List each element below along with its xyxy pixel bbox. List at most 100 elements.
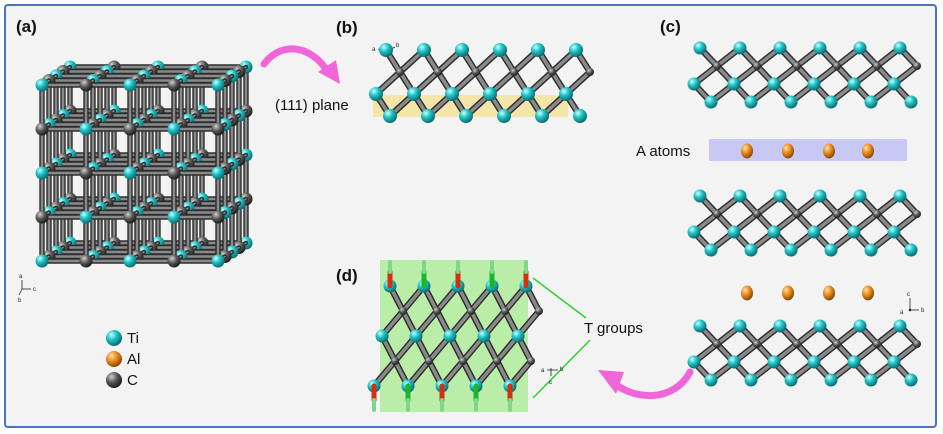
c-atom	[793, 340, 801, 348]
ti-atom	[421, 109, 435, 123]
ti-atom	[853, 319, 867, 333]
c-atom	[167, 78, 181, 92]
ti-atom	[767, 225, 781, 239]
arrow-a-to-b	[260, 45, 332, 76]
c-atom	[35, 210, 49, 224]
ti-atom	[407, 87, 421, 101]
ti-atom	[853, 41, 867, 55]
axis-c-a-label: a	[900, 310, 904, 316]
a-atom	[862, 285, 874, 301]
c-atom	[79, 254, 93, 268]
ti-atom	[704, 95, 718, 109]
panel-c-middle-slab	[687, 189, 921, 257]
c-atom	[510, 68, 518, 76]
a-atoms-label: A atoms	[636, 143, 690, 160]
axis-c-b-label: b	[921, 308, 925, 314]
a-atom	[741, 143, 753, 159]
ti-atom	[744, 373, 758, 387]
legend-c-swatch	[106, 372, 122, 388]
c-atom	[793, 62, 801, 70]
ti-atom	[535, 109, 549, 123]
ti-atom	[704, 243, 718, 257]
a-atom	[741, 285, 753, 301]
ti-atom	[687, 225, 701, 239]
ti-atom	[493, 43, 507, 57]
ti-atom	[497, 109, 511, 123]
c-atom	[167, 254, 181, 268]
ti-atom	[521, 87, 535, 101]
a-atom	[823, 285, 835, 301]
c-atom	[79, 166, 93, 180]
plane-111-label: (111) plane	[275, 97, 349, 114]
ti-atom	[784, 243, 798, 257]
ti-atom	[847, 225, 861, 239]
ti-atom	[455, 43, 469, 57]
axis-c-c-label: c	[907, 292, 910, 298]
ti-atom	[123, 78, 137, 92]
ti-atom	[807, 225, 821, 239]
c-atom	[913, 210, 921, 218]
arrow-a-to-b-head	[318, 60, 340, 84]
panel-d-axes: a b c	[541, 367, 564, 386]
ti-atom	[123, 166, 137, 180]
ti-atom	[704, 373, 718, 387]
c-atom	[459, 357, 467, 365]
axis-b-a-label: a	[372, 47, 376, 53]
ti-atom	[569, 43, 583, 57]
a-atom	[782, 143, 794, 159]
ti-atom	[375, 329, 389, 343]
c-atom	[913, 340, 921, 348]
ti-atom	[887, 355, 901, 369]
panel-d-label: (d)	[336, 266, 358, 285]
ti-atom	[369, 87, 383, 101]
c-atom	[535, 307, 543, 315]
ti-atom	[847, 77, 861, 91]
ti-atom	[573, 109, 587, 123]
ti-atom	[417, 43, 431, 57]
ti-atom	[443, 329, 457, 343]
figure-frame: (a) a b c Ti Al C (b) a b (111) plane (c…	[4, 4, 937, 428]
ti-atom	[511, 329, 525, 343]
c-atom	[396, 68, 404, 76]
c-atom	[753, 210, 761, 218]
c-atom	[793, 210, 801, 218]
ti-atom	[887, 77, 901, 91]
figure-canvas: (a) a b c Ti Al C (b) a b (111) plane (c…	[16, 17, 925, 412]
c-atom	[35, 122, 49, 136]
legend-al-label: Al	[127, 351, 140, 368]
panel-a-label: (a)	[16, 17, 37, 36]
ti-atom	[445, 87, 459, 101]
ti-atom	[864, 373, 878, 387]
c-atom	[753, 340, 761, 348]
ti-atom	[824, 373, 838, 387]
ti-atom	[733, 319, 747, 333]
c-atom	[833, 340, 841, 348]
ti-atom	[211, 78, 225, 92]
ti-atom	[693, 319, 707, 333]
c-atom	[833, 210, 841, 218]
c-atom	[713, 62, 721, 70]
t-group-pointer-bottom	[532, 339, 591, 399]
ti-atom	[79, 122, 93, 136]
axis-d-c-label: c	[549, 380, 552, 386]
ti-atom	[687, 77, 701, 91]
panel-c-a-atoms-row2	[741, 285, 874, 301]
ti-atom	[79, 210, 93, 224]
panel-c-axes: c a b	[900, 292, 925, 316]
ti-atom	[784, 95, 798, 109]
c-atom	[167, 166, 181, 180]
ti-atom	[807, 77, 821, 91]
a-atom	[862, 143, 874, 159]
panel-d-lattice	[367, 260, 543, 412]
ti-atom	[773, 189, 787, 203]
c-atom	[472, 68, 480, 76]
c-atom	[467, 307, 475, 315]
ti-atom	[744, 243, 758, 257]
ti-atom	[853, 189, 867, 203]
ti-atom	[824, 95, 838, 109]
legend-c-label: C	[127, 372, 138, 389]
ti-atom	[893, 319, 907, 333]
a-atom	[823, 143, 835, 159]
ti-atom	[693, 189, 707, 203]
axis-c-label: c	[33, 287, 36, 293]
